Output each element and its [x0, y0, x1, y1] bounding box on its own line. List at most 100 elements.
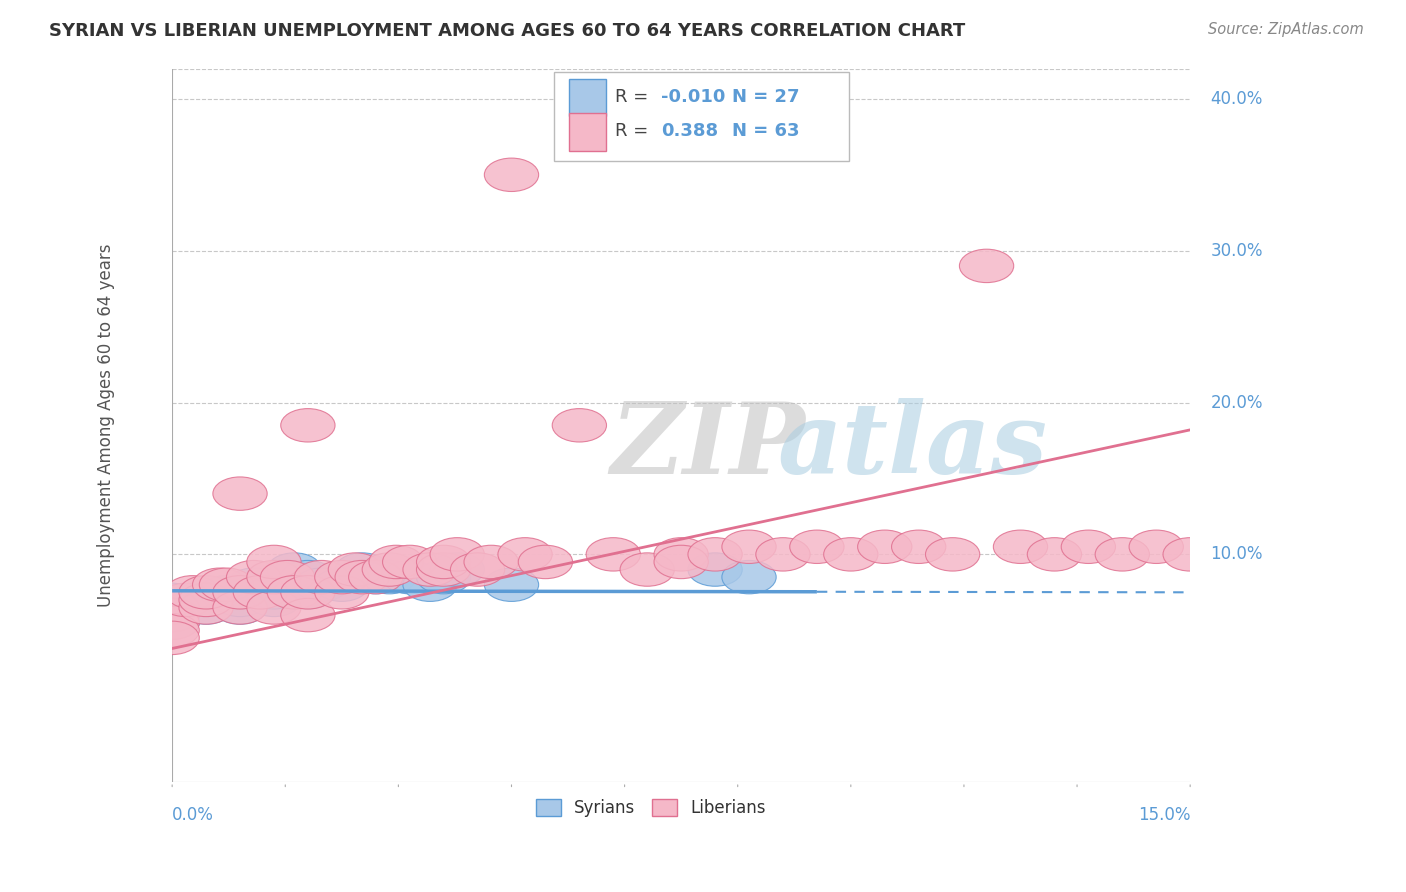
Ellipse shape [247, 591, 301, 624]
Text: atlas: atlas [778, 399, 1047, 495]
Text: Source: ZipAtlas.com: Source: ZipAtlas.com [1208, 22, 1364, 37]
Ellipse shape [335, 553, 389, 586]
Ellipse shape [281, 409, 335, 442]
Ellipse shape [281, 560, 335, 594]
Ellipse shape [363, 560, 416, 594]
Ellipse shape [281, 575, 335, 609]
Ellipse shape [721, 560, 776, 594]
Ellipse shape [260, 560, 315, 594]
Ellipse shape [349, 560, 404, 594]
Ellipse shape [349, 560, 404, 594]
Ellipse shape [212, 477, 267, 510]
Ellipse shape [1129, 530, 1184, 564]
Ellipse shape [328, 553, 382, 586]
Ellipse shape [756, 538, 810, 571]
Ellipse shape [247, 583, 301, 616]
Ellipse shape [294, 568, 349, 601]
Ellipse shape [404, 568, 457, 601]
Text: 40.0%: 40.0% [1211, 90, 1263, 108]
Legend: Syrians, Liberians: Syrians, Liberians [529, 792, 772, 823]
Ellipse shape [363, 553, 416, 586]
Ellipse shape [267, 575, 322, 609]
Ellipse shape [368, 545, 423, 579]
Ellipse shape [145, 599, 200, 632]
Ellipse shape [179, 583, 233, 616]
Text: SYRIAN VS LIBERIAN UNEMPLOYMENT AMONG AGES 60 TO 64 YEARS CORRELATION CHART: SYRIAN VS LIBERIAN UNEMPLOYMENT AMONG AG… [49, 22, 966, 40]
Ellipse shape [315, 560, 368, 594]
Ellipse shape [294, 560, 349, 594]
Ellipse shape [654, 545, 709, 579]
Ellipse shape [315, 568, 368, 601]
Ellipse shape [145, 591, 200, 624]
Ellipse shape [166, 575, 219, 609]
Ellipse shape [226, 568, 281, 601]
Ellipse shape [267, 553, 322, 586]
Text: 30.0%: 30.0% [1211, 242, 1263, 260]
Ellipse shape [281, 599, 335, 632]
Ellipse shape [382, 545, 437, 579]
Ellipse shape [498, 538, 553, 571]
Ellipse shape [688, 553, 742, 586]
Ellipse shape [450, 553, 505, 586]
Text: 15.0%: 15.0% [1137, 806, 1189, 824]
Ellipse shape [247, 560, 301, 594]
Text: 0.0%: 0.0% [172, 806, 214, 824]
Ellipse shape [484, 568, 538, 601]
Text: R =: R = [614, 121, 654, 140]
Ellipse shape [145, 583, 200, 616]
Ellipse shape [212, 575, 267, 609]
Ellipse shape [654, 538, 709, 571]
Text: Unemployment Among Ages 60 to 64 years: Unemployment Among Ages 60 to 64 years [97, 244, 115, 607]
Text: N = 27: N = 27 [733, 88, 800, 106]
Ellipse shape [233, 575, 288, 609]
FancyBboxPatch shape [554, 72, 849, 161]
Ellipse shape [790, 530, 844, 564]
Ellipse shape [200, 575, 253, 609]
Ellipse shape [430, 553, 484, 586]
Ellipse shape [212, 591, 267, 624]
Ellipse shape [620, 553, 675, 586]
Ellipse shape [1062, 530, 1115, 564]
Ellipse shape [586, 538, 641, 571]
Ellipse shape [858, 530, 912, 564]
Ellipse shape [925, 538, 980, 571]
Ellipse shape [416, 545, 471, 579]
FancyBboxPatch shape [569, 79, 606, 116]
Ellipse shape [193, 568, 247, 601]
Ellipse shape [315, 575, 368, 609]
Ellipse shape [212, 583, 267, 616]
Ellipse shape [145, 591, 200, 624]
Ellipse shape [179, 591, 233, 624]
FancyBboxPatch shape [569, 113, 606, 151]
Ellipse shape [464, 545, 519, 579]
Text: -0.010: -0.010 [661, 88, 725, 106]
Ellipse shape [226, 560, 281, 594]
Ellipse shape [1095, 538, 1150, 571]
Ellipse shape [179, 575, 233, 609]
Ellipse shape [145, 599, 200, 632]
Ellipse shape [824, 538, 877, 571]
Ellipse shape [145, 621, 200, 655]
Ellipse shape [416, 553, 471, 586]
Ellipse shape [959, 249, 1014, 283]
Ellipse shape [247, 545, 301, 579]
Ellipse shape [553, 409, 606, 442]
Ellipse shape [1028, 538, 1081, 571]
Ellipse shape [145, 614, 200, 647]
Ellipse shape [891, 530, 946, 564]
Text: 0.388: 0.388 [661, 121, 718, 140]
Ellipse shape [994, 530, 1047, 564]
Ellipse shape [281, 575, 335, 609]
Ellipse shape [200, 568, 253, 601]
Text: 20.0%: 20.0% [1211, 393, 1263, 411]
Ellipse shape [145, 606, 200, 640]
Ellipse shape [335, 560, 389, 594]
Text: R =: R = [614, 88, 654, 106]
Ellipse shape [179, 591, 233, 624]
Ellipse shape [721, 530, 776, 564]
Ellipse shape [145, 606, 200, 640]
Ellipse shape [382, 560, 437, 594]
Ellipse shape [484, 158, 538, 192]
Ellipse shape [1163, 538, 1218, 571]
Ellipse shape [159, 583, 212, 616]
